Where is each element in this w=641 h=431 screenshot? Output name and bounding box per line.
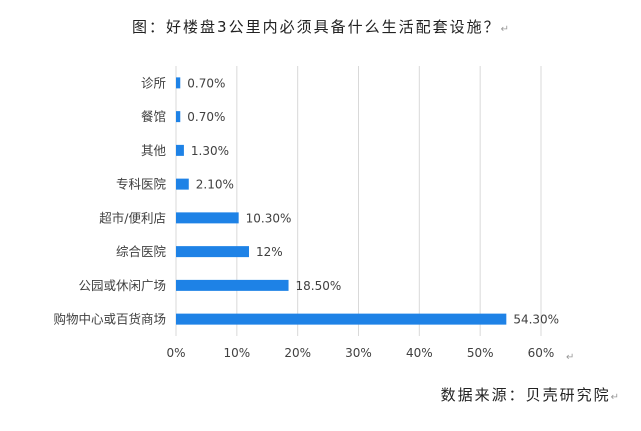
data-source: 数据来源：贝壳研究院↵ [441,384,619,405]
x-tick-label: 30% [345,346,372,360]
bar-7 [176,279,289,291]
bar-8 [176,313,507,325]
category-label: 公园或休闲广场 [78,278,166,293]
bar-2 [176,111,181,123]
category-label: 其他 [141,143,167,158]
bar-3 [176,144,184,156]
bars [176,77,507,325]
bar-6 [176,246,249,258]
axis-return-mark: ↵ [566,352,575,363]
bar-1 [176,77,181,89]
x-tick-label: 50% [467,346,494,360]
data-label: 2.10% [196,178,234,192]
chart-title: 图：好楼盘3公里内必须具备什么生活配套设施？↵ [0,16,641,37]
category-label: 诊所 [141,75,166,90]
x-tick-label: 20% [284,346,311,360]
x-tick-label: 60% [528,346,555,360]
title-return-mark: ↵ [500,24,509,35]
x-tick-label: 0% [166,346,185,360]
data-label: 18.50% [296,279,342,293]
source-return-mark: ↵ [610,392,619,403]
data-label: 0.70% [187,76,225,90]
bar-4 [176,178,189,190]
chart-title-text: 图：好楼盘3公里内必须具备什么生活配套设施？ [132,18,501,36]
data-source-text: 数据来源：贝壳研究院 [440,386,611,404]
category-label: 超市/便利店 [99,210,166,225]
labels: 0% 10% 20% 30% 40% 50% 60% 诊所 0.70% 餐馆 0.70% 其他 1.30… [53,75,559,360]
x-tick-label: 10% [223,346,250,360]
data-label: 1.30% [191,144,229,158]
gridlines [175,66,542,336]
data-label: 12% [256,245,283,259]
data-label: 0.70% [187,110,225,124]
category-label: 购物中心或百货商场 [53,312,166,327]
category-label: 专科医院 [116,177,167,192]
category-label: 餐馆 [141,109,166,124]
bar-5 [176,212,239,224]
data-label: 10.30% [246,211,292,225]
category-label: 综合医院 [116,244,167,259]
data-label: 54.30% [513,313,559,327]
x-tick-label: 40% [406,346,433,360]
